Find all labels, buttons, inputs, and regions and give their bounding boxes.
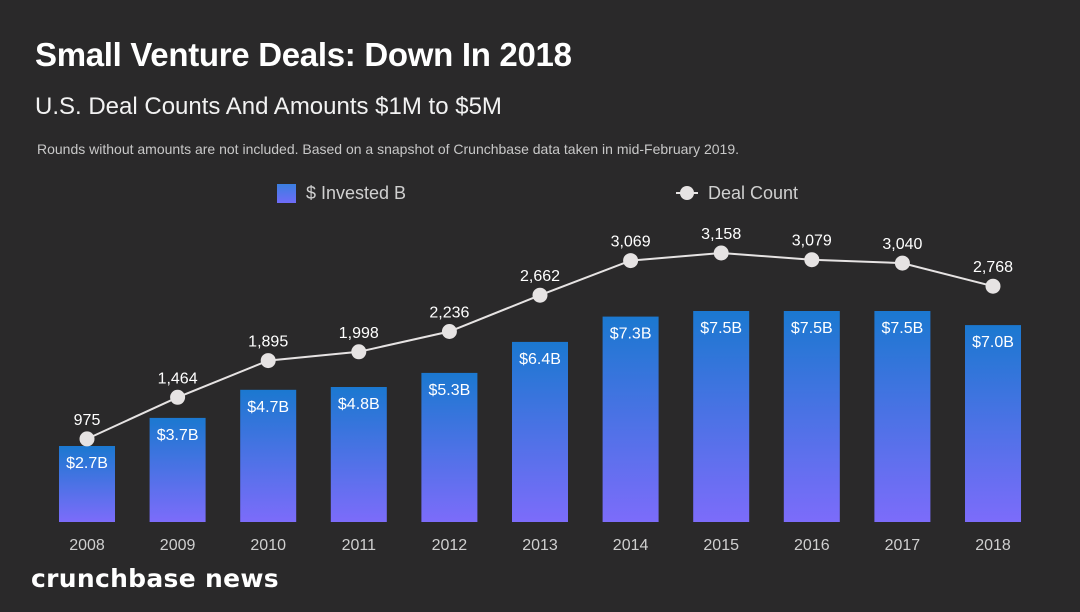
bar-2014: [602, 316, 659, 522]
bar-2018: [965, 325, 1021, 522]
bar-label-2015: $7.5B: [700, 320, 742, 337]
deal-count-label-2010: 1,895: [248, 334, 288, 351]
deal-count-point-2008: [79, 431, 95, 447]
bar-2008: [59, 446, 115, 522]
x-tick-2018: 2018: [975, 537, 1011, 554]
deal-count-point-2017: [894, 255, 910, 271]
legend-label-deal-count: Deal Count: [708, 182, 799, 203]
deal-count-label-2014: 3,069: [611, 234, 651, 251]
bar-2013: [512, 341, 568, 522]
deal-count-label-2012: 2,236: [429, 305, 469, 322]
legend-item-invested: $ Invested B: [277, 182, 406, 204]
bar-label-2008: $2.7B: [66, 455, 108, 472]
deal-count-point-2012: [441, 324, 457, 339]
deal-count-label-2013: 2,662: [520, 268, 560, 285]
x-tick-2010: 2010: [250, 537, 286, 554]
bar-label-2009: $3.7B: [157, 427, 199, 444]
deal-count-point-2014: [623, 253, 639, 269]
bar-2015: [693, 311, 750, 522]
x-tick-2014: 2014: [613, 537, 649, 554]
deal-count-point-2016: [804, 252, 820, 268]
legend-label-invested: $ Invested B: [306, 182, 407, 203]
x-tick-2008: 2008: [69, 537, 105, 554]
deal-count-label-2009: 1,464: [158, 370, 198, 387]
x-tick-2016: 2016: [794, 537, 830, 554]
bar-2011: [330, 387, 387, 522]
deal-count-label-2016: 3,079: [792, 233, 832, 250]
deal-count-label-2015: 3,158: [701, 226, 741, 243]
chart-title: Small Venture Deals: Down In 2018: [35, 36, 572, 73]
bar-2010: [240, 389, 297, 522]
bar-label-2013: $6.4B: [519, 351, 561, 368]
x-tick-2015: 2015: [703, 537, 739, 554]
bar-label-2016: $7.5B: [791, 320, 833, 337]
bar-label-2014: $7.3B: [610, 326, 652, 343]
deal-count-point-2011: [351, 344, 367, 360]
bar-label-2017: $7.5B: [881, 320, 923, 337]
deal-count-label-2008: 975: [74, 412, 101, 429]
x-tick-2013: 2013: [522, 537, 558, 554]
legend-bar-swatch-icon: [277, 183, 296, 203]
bar-series: [59, 311, 1021, 522]
bar-label-2018: $7.0B: [972, 334, 1014, 351]
x-tick-2012: 2012: [432, 537, 468, 554]
deal-count-point-2009: [170, 389, 186, 405]
x-axis-ticks: 2008 2009 2010 2011 2012 2013 2014 2015 2016 2017…: [69, 537, 1011, 554]
legend-item-deal-count: Deal Count: [676, 182, 798, 204]
bar-2017: [874, 311, 931, 522]
bar-label-2010: $4.7B: [247, 399, 289, 416]
x-tick-2017: 2017: [885, 537, 921, 554]
line-series: 975 1,464 1,895 1,998 2,236 2,662 3,069 3,158 3,…: [74, 226, 1013, 447]
deal-count-label-2018: 2,768: [973, 259, 1013, 276]
deal-count-point-2018: [985, 278, 1001, 294]
bar-2012: [421, 372, 478, 522]
bar-2016: [783, 311, 840, 522]
deal-count-point-2010: [260, 353, 276, 369]
brand-logo: crunchbase news: [31, 564, 279, 593]
legend-line-marker-icon: [676, 185, 698, 201]
deal-count-label-2011: 1,998: [339, 325, 379, 342]
deal-count-point-2015: [713, 245, 729, 261]
chart-subtitle: U.S. Deal Counts And Amounts $1M to $5M: [35, 93, 502, 120]
deal-count-label-2017: 3,040: [882, 236, 922, 253]
bar-labels: $2.7B $3.7B $4.7B $4.8B $5.3B $6.4B $7.3B $7.5B…: [66, 320, 1014, 472]
deal-count-point-2013: [532, 287, 548, 303]
x-tick-2009: 2009: [160, 537, 196, 554]
x-tick-2011: 2011: [342, 537, 377, 554]
bar-label-2012: $5.3B: [428, 382, 470, 399]
chart-note: Rounds without amounts are not included.…: [37, 141, 739, 157]
bar-2009: [149, 417, 206, 522]
bar-label-2011: $4.8B: [338, 396, 380, 413]
